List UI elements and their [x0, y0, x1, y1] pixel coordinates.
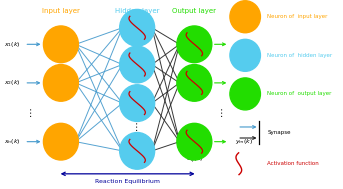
Text: Activation function: Activation function: [268, 161, 319, 166]
Ellipse shape: [120, 132, 155, 169]
Text: Neuron of  output layer: Neuron of output layer: [268, 91, 332, 96]
Ellipse shape: [177, 65, 212, 101]
Text: Neuron of  hidden layer: Neuron of hidden layer: [268, 53, 332, 58]
Text: $\cdots$: $\cdots$: [26, 107, 36, 118]
Ellipse shape: [120, 46, 155, 83]
Text: $x_1(k)$: $x_1(k)$: [4, 40, 21, 49]
Ellipse shape: [230, 1, 260, 33]
Text: Input layer: Input layer: [42, 9, 80, 15]
Text: Neuron of  input layer: Neuron of input layer: [268, 14, 328, 19]
Text: $\cdots$: $\cdots$: [216, 107, 226, 118]
Text: $y_2(k)$: $y_2(k)$: [235, 78, 251, 87]
Ellipse shape: [44, 26, 79, 63]
Text: Output layer: Output layer: [172, 9, 216, 15]
Text: $w^1_m(k)$: $w^1_m(k)$: [128, 156, 146, 167]
Ellipse shape: [120, 9, 155, 46]
Text: $x_2(k)$: $x_2(k)$: [4, 78, 21, 87]
Ellipse shape: [177, 123, 212, 160]
Text: Hidden layer: Hidden layer: [115, 9, 159, 15]
Text: $y_1(k)$: $y_1(k)$: [235, 40, 251, 49]
Text: $w^2_q(k)$: $w^2_q(k)$: [186, 154, 203, 167]
Ellipse shape: [44, 65, 79, 101]
Text: $y_m(k)$: $y_m(k)$: [235, 137, 253, 146]
Ellipse shape: [177, 26, 212, 63]
Ellipse shape: [230, 78, 260, 110]
Text: Reaction Equilibrium: Reaction Equilibrium: [95, 179, 160, 184]
Text: $\cdots$: $\cdots$: [132, 122, 142, 132]
Ellipse shape: [44, 123, 79, 160]
Ellipse shape: [230, 39, 260, 71]
Text: Synapse: Synapse: [268, 130, 291, 135]
Ellipse shape: [120, 85, 155, 122]
Text: $x_n(k)$: $x_n(k)$: [4, 137, 21, 146]
